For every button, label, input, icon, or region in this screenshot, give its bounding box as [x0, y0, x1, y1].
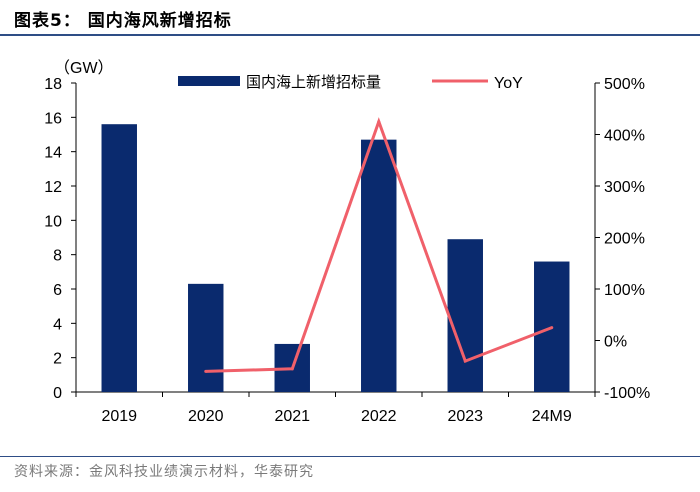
- legend-bar-swatch: [178, 76, 240, 86]
- right-axis-ticks: -100% 0% 100% 200% 300% 400% 500%: [595, 76, 650, 402]
- x-tick-label: 2019: [101, 408, 137, 425]
- x-tick-label: 2022: [361, 408, 397, 425]
- left-tick-label: 0: [53, 385, 62, 402]
- x-tick-label: 2020: [188, 408, 224, 425]
- x-axis-ticks: 2019 2020 2021 2022 2023 24M9: [75, 392, 596, 425]
- right-tick-label: -100%: [604, 385, 650, 402]
- yoy-point-2022: [377, 120, 381, 124]
- source-note: 资料来源：金风科技业绩演示材料，华泰研究: [14, 464, 314, 480]
- unit-label: （GW）: [54, 59, 114, 77]
- left-tick-label: 2: [53, 351, 62, 368]
- left-tick-label: 16: [44, 110, 62, 127]
- legend-line-label: YoY: [494, 75, 523, 92]
- bar-series: [101, 124, 570, 392]
- bar-2020: [188, 283, 224, 392]
- right-tick-label: 400%: [604, 128, 645, 145]
- x-tick-label: 24M9: [532, 408, 572, 425]
- yoy-point-2020: [204, 369, 208, 373]
- chart: 0 2 4 6 8 10 12 14 16 18 -100% 0% 100% 200% 300% 400% 5…: [44, 59, 650, 425]
- right-tick-label: 300%: [604, 179, 645, 196]
- bar-2023: [447, 239, 483, 392]
- left-tick-label: 8: [53, 248, 62, 265]
- left-tick-label: 18: [44, 76, 62, 93]
- source-rule: [0, 456, 700, 457]
- yoy-point-2023: [463, 359, 467, 363]
- left-tick-label: 12: [44, 179, 62, 196]
- left-tick-label: 10: [44, 213, 62, 230]
- left-tick-label: 14: [44, 145, 62, 162]
- left-tick-label: 6: [53, 282, 62, 299]
- line-series: [204, 117, 554, 373]
- left-axis-ticks: 0 2 4 6 8 10 12 14 16 18: [44, 76, 76, 402]
- axes: [75, 83, 596, 393]
- title-rule: [0, 34, 700, 36]
- x-tick-label: 2021: [274, 408, 310, 425]
- right-tick-label: 200%: [604, 231, 645, 248]
- right-tick-label: 500%: [604, 76, 645, 93]
- x-tick-label: 2023: [447, 408, 483, 425]
- yoy-point-24M9: [550, 326, 554, 330]
- legend-bar-label: 国内海上新增招标量: [246, 73, 381, 91]
- left-tick-label: 4: [53, 316, 62, 333]
- right-tick-label: 100%: [604, 282, 645, 299]
- legend: 国内海上新增招标量 YoY: [178, 73, 523, 92]
- figure-title: 图表5： 国内海风新增招标: [14, 11, 232, 31]
- bar-2022: [361, 139, 397, 392]
- right-tick-label: 0%: [604, 334, 627, 351]
- bar-2019: [101, 124, 137, 392]
- yoy-point-2021: [290, 367, 294, 371]
